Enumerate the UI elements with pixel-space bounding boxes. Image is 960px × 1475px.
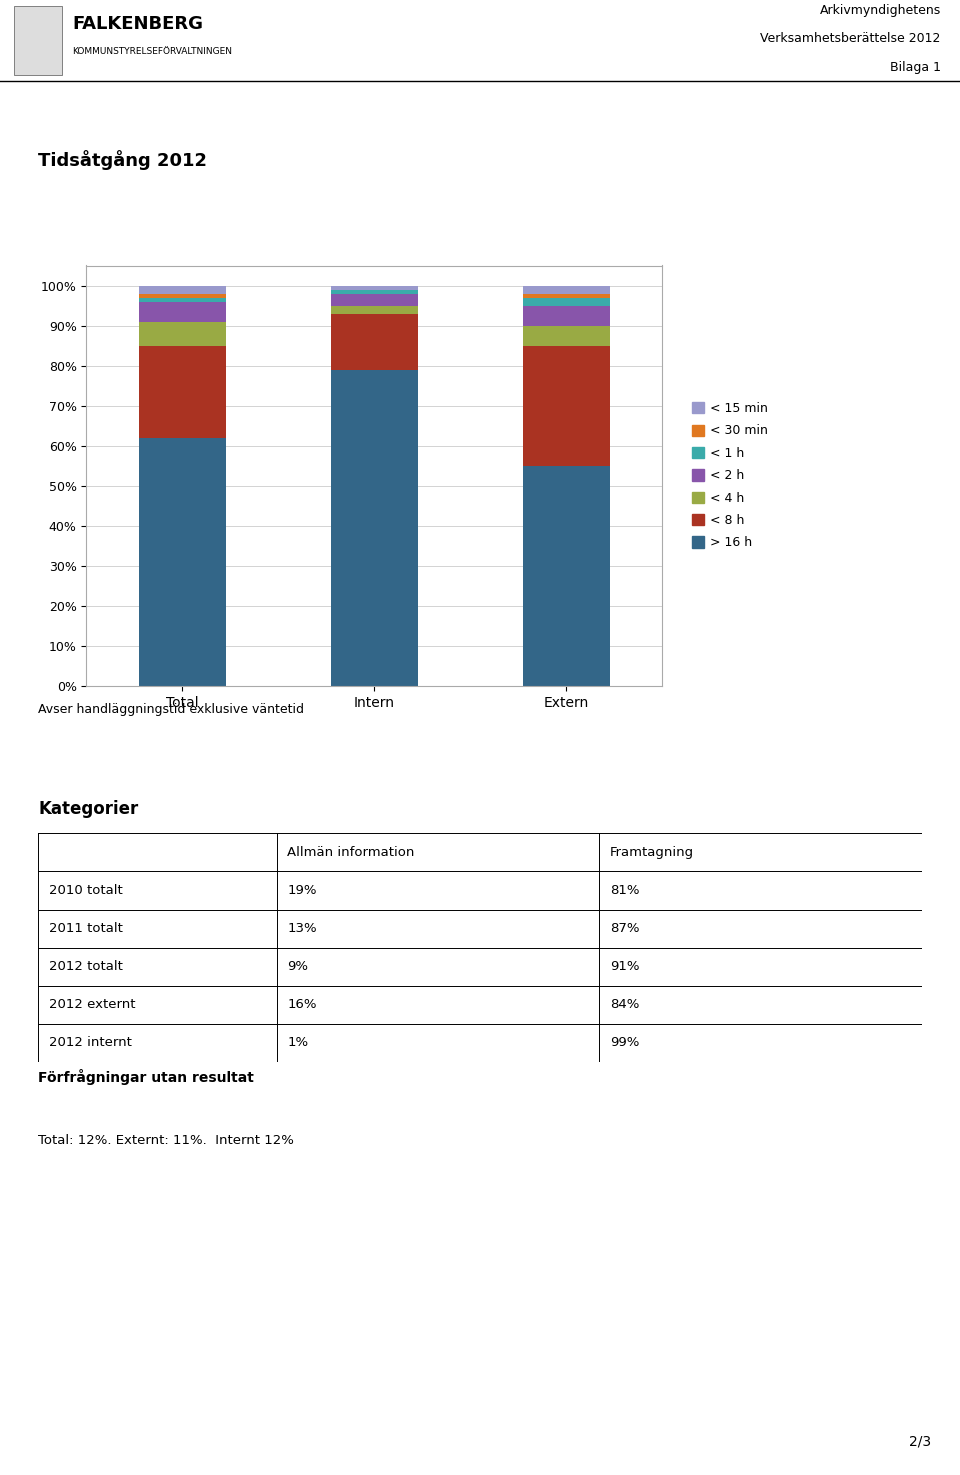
Bar [523,345,610,466]
Legend: < 15 min, < 30 min, < 1 h, < 2 h, < 4 h, < 8 h, > 16 h: < 15 min, < 30 min, < 1 h, < 2 h, < 4 h,… [692,403,768,549]
Text: 2012 externt: 2012 externt [49,999,135,1012]
Bar [139,438,226,686]
Bar [139,298,226,301]
Text: 16%: 16% [287,999,317,1012]
Text: Arkivmyndighetens: Arkivmyndighetens [820,4,941,18]
Text: Bilaga 1: Bilaga 1 [890,60,941,74]
Text: 13%: 13% [287,922,317,935]
Text: 2/3: 2/3 [909,1435,931,1448]
Bar [523,305,610,326]
Text: 2010 totalt: 2010 totalt [49,884,123,897]
Bar [523,298,610,305]
Text: Förfrågningar utan resultat: Förfrågningar utan resultat [38,1069,254,1086]
Text: Avser handläggningstid exklusive väntetid: Avser handläggningstid exklusive vänteti… [38,704,304,715]
Text: 91%: 91% [610,960,639,974]
Text: 99%: 99% [610,1037,639,1049]
Bar [331,294,418,305]
Text: 2012 totalt: 2012 totalt [49,960,123,974]
Text: Verksamhetsberättelse 2012: Verksamhetsberättelse 2012 [760,32,941,46]
Text: KOMMUNSTYRELSEFÖRVALTNINGEN: KOMMUNSTYRELSEFÖRVALTNINGEN [72,47,232,56]
Bar [331,314,418,370]
FancyBboxPatch shape [14,6,62,75]
Text: Framtagning: Framtagning [610,847,694,858]
Text: 81%: 81% [610,884,639,897]
Text: Total: 12%. Externt: 11%.  Internt 12%: Total: 12%. Externt: 11%. Internt 12% [38,1134,295,1148]
Bar [139,345,226,438]
Bar [331,305,418,314]
Text: 2012 internt: 2012 internt [49,1037,132,1049]
Bar [523,286,610,294]
Text: 87%: 87% [610,922,639,935]
Bar [331,370,418,686]
Bar [523,326,610,345]
Text: Allmän information: Allmän information [287,847,415,858]
Bar [139,294,226,298]
Text: 9%: 9% [287,960,308,974]
Text: FALKENBERG: FALKENBERG [72,15,203,32]
Bar [139,322,226,345]
Bar [331,289,418,294]
Text: 2011 totalt: 2011 totalt [49,922,123,935]
Bar [139,301,226,322]
Text: 19%: 19% [287,884,317,897]
Text: 84%: 84% [610,999,639,1012]
Bar [523,466,610,686]
Bar [139,286,226,294]
Bar [331,286,418,289]
Text: Tidsåtgång 2012: Tidsåtgång 2012 [38,150,207,170]
Text: 1%: 1% [287,1037,308,1049]
Text: Kategorier: Kategorier [38,799,138,817]
Bar [523,294,610,298]
